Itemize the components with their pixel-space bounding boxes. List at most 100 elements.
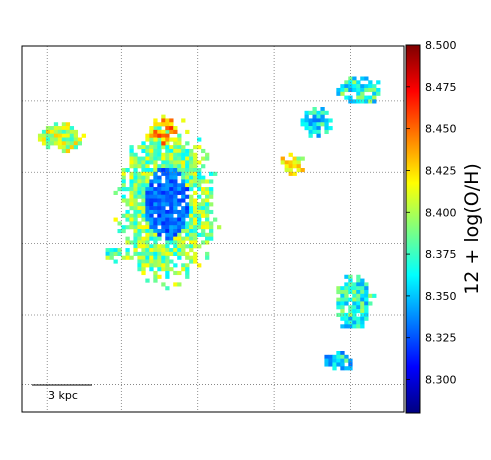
map-cell [53, 122, 59, 127]
map-cell [296, 156, 301, 161]
map-cell [316, 110, 321, 115]
map-cell [137, 171, 142, 176]
map-cell [65, 137, 71, 142]
map-cell [288, 168, 293, 173]
map-cell [352, 312, 357, 317]
map-cell [45, 126, 51, 131]
map-cell [133, 240, 138, 245]
map-cell [197, 217, 202, 222]
map-cell [153, 133, 158, 138]
map-cell [312, 107, 317, 112]
map-cell [348, 274, 353, 279]
map-cell [185, 213, 190, 218]
map-cell [364, 297, 369, 302]
map-cell [161, 229, 166, 234]
map-cell [169, 118, 174, 123]
map-cell [193, 255, 198, 260]
map-cell [348, 366, 353, 371]
map-cell [129, 240, 134, 245]
map-cell [149, 244, 154, 249]
map-cell [360, 290, 365, 295]
map-cell [117, 221, 122, 226]
map-cell [49, 126, 55, 131]
map-cell [193, 190, 198, 195]
map-cell [197, 213, 202, 218]
map-cell [173, 160, 178, 165]
map-cell [153, 171, 158, 176]
map-cell [177, 168, 182, 173]
scale-bar: 3 kpc [32, 384, 92, 402]
map-cell [340, 312, 345, 317]
map-cell [61, 137, 67, 142]
map-cell [284, 164, 289, 169]
map-cell [173, 129, 178, 134]
map-cell [149, 259, 154, 264]
map-cell [105, 251, 110, 256]
map-cell [372, 84, 377, 89]
map-cell [340, 362, 345, 367]
map-cell [336, 301, 341, 306]
map-cell [324, 118, 329, 123]
map-cell [201, 190, 206, 195]
map-cell [145, 137, 150, 142]
map-cell [157, 187, 162, 192]
map-cell [356, 324, 361, 329]
map-cell [133, 187, 138, 192]
map-cell [209, 187, 214, 192]
map-cell [121, 198, 126, 203]
map-cell [161, 190, 166, 195]
map-cell [173, 179, 178, 184]
map-cell [344, 358, 349, 363]
map-cell [149, 126, 154, 131]
map-cell [205, 251, 210, 256]
map-cell [185, 187, 190, 192]
map-cell [312, 110, 317, 115]
map-cell [173, 164, 178, 169]
map-cell [308, 118, 313, 123]
map-cell [356, 274, 361, 279]
map-cell [41, 137, 47, 142]
map-cell [304, 114, 309, 119]
map-cell [149, 148, 154, 154]
map-cell [153, 137, 158, 142]
map-cell [189, 194, 194, 199]
map-cell [133, 213, 138, 218]
map-cell [153, 141, 158, 146]
scale-bar-label: 3 kpc [48, 389, 78, 402]
map-cell [197, 175, 202, 180]
map-cell [177, 164, 182, 169]
map-cell [173, 198, 178, 203]
map-cell [332, 366, 337, 371]
map-cell [352, 301, 357, 306]
map-cell [352, 297, 357, 302]
map-cell [356, 278, 361, 283]
map-cell [153, 179, 158, 184]
map-cell [161, 198, 166, 203]
map-cell [121, 255, 126, 260]
map-cell [145, 194, 150, 199]
colorbar-tick-label: 8.350 [425, 290, 457, 303]
map-cell [344, 324, 349, 329]
map-cell [181, 244, 186, 249]
map-cell [177, 202, 182, 207]
map-cell [165, 187, 170, 192]
map-cell [312, 126, 317, 131]
map-cell [173, 263, 178, 268]
map-cell [161, 129, 166, 134]
map-cell [209, 202, 214, 207]
map-cell [133, 209, 138, 215]
map-cell [360, 316, 365, 321]
map-cell [201, 164, 206, 169]
map-cell [181, 160, 186, 165]
map-cell [125, 187, 130, 192]
map-cell [201, 232, 206, 237]
map-cell [133, 229, 138, 234]
map-cell [352, 80, 357, 85]
map-cell [348, 99, 353, 104]
map-cell [165, 156, 170, 161]
map-cell [348, 312, 353, 317]
map-cell [209, 209, 214, 215]
map-cell [157, 255, 162, 260]
map-cell [149, 137, 154, 142]
map-cell [169, 240, 174, 245]
